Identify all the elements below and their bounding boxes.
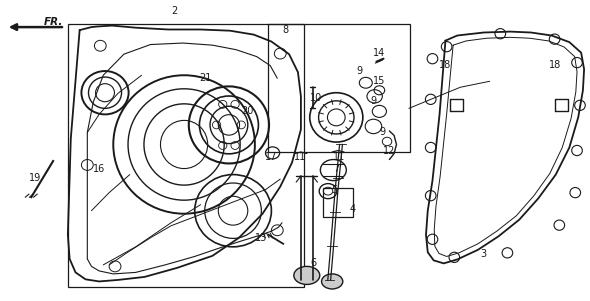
Text: 9: 9 — [371, 96, 376, 106]
Bar — [68, 24, 304, 287]
Text: 11: 11 — [294, 151, 306, 162]
Text: 17: 17 — [266, 151, 277, 162]
Text: FR.: FR. — [44, 17, 64, 26]
Ellipse shape — [322, 274, 343, 289]
Text: 18: 18 — [440, 60, 451, 70]
Text: 18: 18 — [549, 60, 560, 70]
Text: 19: 19 — [30, 172, 41, 183]
Text: 21: 21 — [199, 73, 211, 83]
Text: 12: 12 — [384, 145, 395, 156]
Text: 9: 9 — [357, 66, 363, 76]
Text: 16: 16 — [93, 163, 105, 174]
Ellipse shape — [294, 266, 320, 284]
Text: 5: 5 — [332, 185, 337, 195]
Text: 7: 7 — [333, 163, 339, 174]
Text: 2: 2 — [171, 5, 177, 16]
Text: 9: 9 — [379, 127, 385, 138]
Text: 20: 20 — [242, 106, 254, 116]
Bar — [268, 24, 410, 152]
Text: 11: 11 — [333, 151, 345, 162]
Text: 15: 15 — [373, 76, 385, 86]
Text: 4: 4 — [350, 204, 356, 214]
Text: 3: 3 — [481, 249, 487, 259]
Text: 10: 10 — [310, 93, 322, 103]
Bar — [323, 188, 353, 217]
Text: 6: 6 — [311, 258, 317, 268]
Text: 13: 13 — [255, 233, 267, 243]
Text: 8: 8 — [282, 25, 288, 35]
Text: 14: 14 — [373, 48, 385, 58]
